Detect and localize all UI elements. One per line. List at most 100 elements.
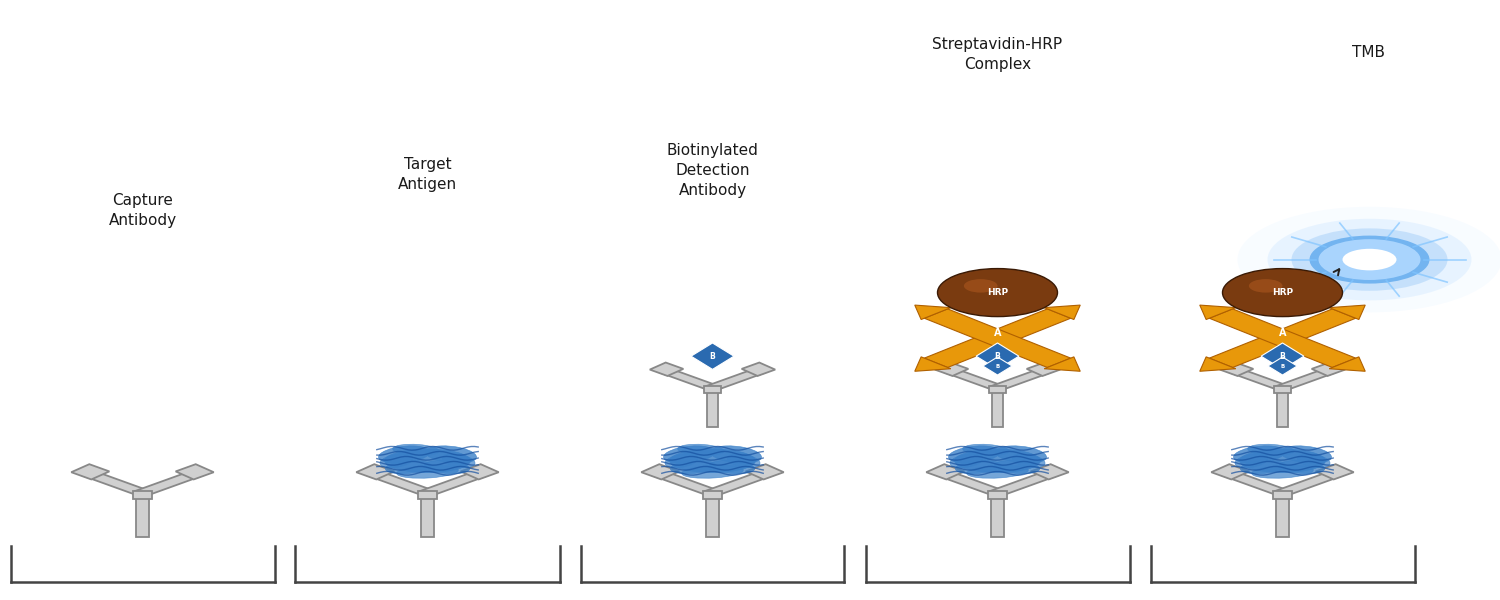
Polygon shape bbox=[1220, 362, 1254, 376]
Circle shape bbox=[964, 279, 998, 293]
Ellipse shape bbox=[378, 446, 429, 463]
Ellipse shape bbox=[1013, 454, 1046, 468]
Bar bbox=[132, 491, 153, 499]
Polygon shape bbox=[1222, 470, 1292, 496]
Ellipse shape bbox=[669, 449, 756, 473]
Polygon shape bbox=[988, 470, 1058, 496]
Circle shape bbox=[1342, 249, 1396, 271]
Text: B: B bbox=[1281, 364, 1284, 368]
Ellipse shape bbox=[1234, 454, 1268, 468]
Ellipse shape bbox=[1280, 460, 1324, 474]
Bar bbox=[1275, 495, 1288, 537]
Polygon shape bbox=[1311, 362, 1346, 376]
Bar bbox=[988, 386, 1006, 393]
Ellipse shape bbox=[710, 460, 754, 474]
Polygon shape bbox=[658, 368, 720, 391]
Text: Streptavidin-HRP
Complex: Streptavidin-HRP Complex bbox=[933, 37, 1062, 72]
Text: HRP: HRP bbox=[1272, 288, 1293, 297]
Polygon shape bbox=[924, 309, 1071, 367]
Polygon shape bbox=[915, 305, 951, 320]
Ellipse shape bbox=[663, 446, 714, 463]
Polygon shape bbox=[1030, 464, 1069, 479]
Ellipse shape bbox=[1248, 444, 1294, 455]
Polygon shape bbox=[976, 343, 1018, 370]
Polygon shape bbox=[924, 309, 1071, 367]
Ellipse shape bbox=[1251, 465, 1314, 478]
Polygon shape bbox=[1316, 464, 1354, 479]
Polygon shape bbox=[460, 464, 500, 479]
Polygon shape bbox=[934, 362, 969, 376]
Polygon shape bbox=[134, 470, 202, 496]
Polygon shape bbox=[741, 362, 776, 376]
Bar bbox=[135, 495, 148, 537]
Polygon shape bbox=[704, 470, 772, 496]
Text: B: B bbox=[996, 364, 999, 368]
Ellipse shape bbox=[393, 444, 439, 455]
Polygon shape bbox=[990, 368, 1052, 391]
Ellipse shape bbox=[948, 446, 999, 463]
Ellipse shape bbox=[956, 460, 1000, 474]
Ellipse shape bbox=[940, 288, 1054, 302]
Ellipse shape bbox=[966, 465, 1029, 478]
Polygon shape bbox=[1209, 309, 1356, 367]
Ellipse shape bbox=[384, 449, 471, 473]
Ellipse shape bbox=[396, 465, 459, 478]
Polygon shape bbox=[1228, 368, 1290, 391]
Polygon shape bbox=[1044, 305, 1080, 320]
Circle shape bbox=[1250, 279, 1282, 293]
Polygon shape bbox=[650, 362, 684, 376]
Polygon shape bbox=[915, 357, 951, 371]
Text: HRP: HRP bbox=[987, 288, 1008, 297]
Text: A: A bbox=[1278, 328, 1286, 338]
Polygon shape bbox=[926, 464, 964, 479]
Bar bbox=[705, 495, 720, 537]
Bar bbox=[992, 389, 1004, 427]
Text: B: B bbox=[1280, 352, 1286, 361]
Ellipse shape bbox=[442, 454, 476, 468]
Polygon shape bbox=[1268, 357, 1298, 375]
Ellipse shape bbox=[670, 460, 716, 474]
Text: Biotinylated
Detection
Antibody: Biotinylated Detection Antibody bbox=[666, 143, 759, 198]
Polygon shape bbox=[640, 464, 680, 479]
Polygon shape bbox=[938, 470, 1006, 496]
Ellipse shape bbox=[1281, 446, 1332, 463]
Bar bbox=[992, 495, 1005, 537]
Ellipse shape bbox=[728, 454, 760, 468]
Bar bbox=[988, 491, 1008, 499]
Text: TMB: TMB bbox=[1352, 45, 1384, 60]
Polygon shape bbox=[1262, 343, 1304, 370]
Polygon shape bbox=[1329, 305, 1365, 320]
Polygon shape bbox=[692, 343, 734, 370]
Bar bbox=[1272, 491, 1292, 499]
Polygon shape bbox=[1210, 464, 1249, 479]
Polygon shape bbox=[944, 368, 1005, 391]
Polygon shape bbox=[746, 464, 784, 479]
Bar bbox=[420, 495, 435, 537]
Text: A: A bbox=[993, 328, 1002, 338]
Ellipse shape bbox=[954, 449, 1041, 473]
Bar bbox=[704, 386, 722, 393]
Text: B: B bbox=[710, 352, 716, 361]
Polygon shape bbox=[1044, 357, 1080, 371]
Polygon shape bbox=[82, 470, 152, 496]
Ellipse shape bbox=[664, 454, 698, 468]
Ellipse shape bbox=[711, 446, 762, 463]
Text: B: B bbox=[994, 352, 1000, 361]
Polygon shape bbox=[1274, 470, 1342, 496]
Circle shape bbox=[1292, 229, 1448, 291]
Bar bbox=[1274, 386, 1292, 393]
Text: Capture
Antibody: Capture Antibody bbox=[108, 193, 177, 228]
Ellipse shape bbox=[996, 446, 1047, 463]
Polygon shape bbox=[368, 470, 436, 496]
Ellipse shape bbox=[424, 460, 470, 474]
Ellipse shape bbox=[678, 444, 724, 455]
Polygon shape bbox=[176, 464, 214, 479]
Polygon shape bbox=[1200, 305, 1236, 320]
Bar bbox=[417, 491, 436, 499]
Ellipse shape bbox=[426, 446, 477, 463]
Circle shape bbox=[1318, 239, 1420, 280]
Ellipse shape bbox=[950, 454, 982, 468]
Polygon shape bbox=[705, 368, 766, 391]
Ellipse shape bbox=[380, 454, 412, 468]
Polygon shape bbox=[70, 464, 110, 479]
